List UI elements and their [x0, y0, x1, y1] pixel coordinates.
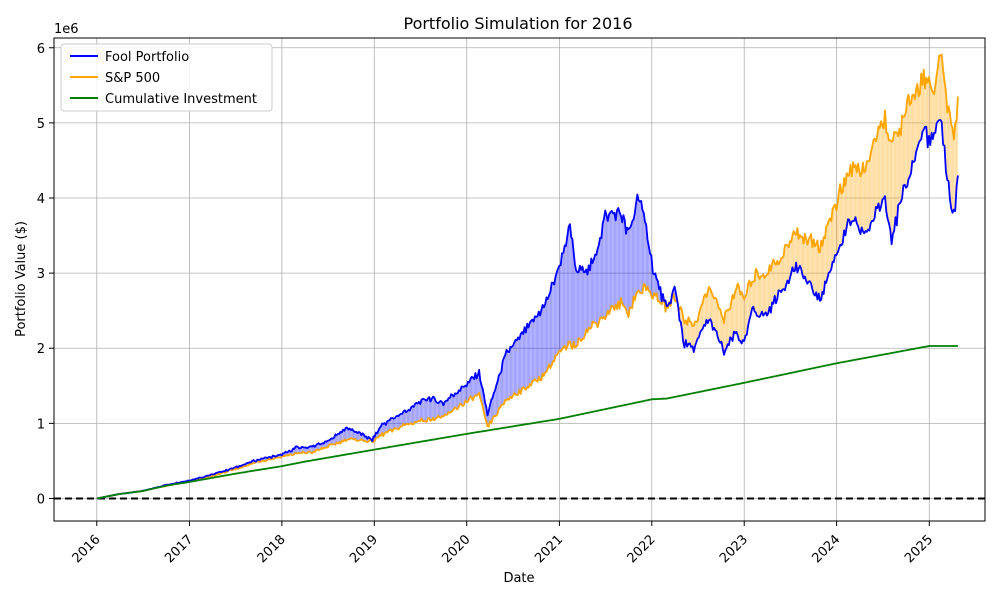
x-tick-label-2024: 2024	[809, 532, 843, 566]
series-line-s-p-500	[96, 53, 959, 500]
y-tick-label-2: 2	[37, 342, 45, 357]
series-line-fool-portfolio	[96, 119, 959, 500]
legend-label-sp500: S&P 500	[105, 71, 160, 86]
legend: Fool Portfolio S&P 500 Cumulative Invest…	[60, 43, 273, 112]
y-tick-label-0: 0	[37, 492, 45, 507]
y-tick-label-3: 3	[37, 267, 45, 282]
x-tick-label-2025: 2025	[902, 532, 936, 566]
x-tick-label-2018: 2018	[255, 532, 289, 566]
legend-label-fool-portfolio: Fool Portfolio	[105, 50, 189, 65]
x-tick-label-2023: 2023	[717, 532, 751, 566]
x-tick-label-2021: 2021	[532, 532, 566, 566]
y-offset-label: 1e6	[54, 22, 79, 37]
series-lines	[96, 53, 959, 500]
y-axis-ticks: 0 1 2 3 4 5 6	[37, 42, 54, 507]
chart-title: Portfolio Simulation for 2016	[403, 14, 632, 33]
x-tick-label-2016: 2016	[70, 532, 104, 566]
x-tick-label-2020: 2020	[440, 532, 474, 566]
x-tick-label-2022: 2022	[625, 532, 659, 566]
plot-frame	[53, 37, 986, 522]
x-axis-label: Date	[503, 571, 534, 586]
y-tick-label-6: 6	[37, 42, 45, 57]
legend-label-cumulative-investment: Cumulative Investment	[105, 92, 257, 107]
y-tick-label-5: 5	[37, 117, 45, 132]
y-tick-label-4: 4	[37, 192, 45, 207]
x-tick-label-2017: 2017	[162, 532, 196, 566]
x-axis-ticks: 2016 2017 2018 2019 2020 2021 2022 2023 2024 2025	[70, 521, 936, 566]
y-axis-label: Portfolio Value ($)	[14, 221, 29, 337]
legend-box	[60, 43, 273, 112]
series-line-cumulative-investment	[96, 345, 958, 500]
y-tick-label-1: 1	[37, 417, 45, 432]
x-tick-label-2019: 2019	[347, 532, 381, 566]
